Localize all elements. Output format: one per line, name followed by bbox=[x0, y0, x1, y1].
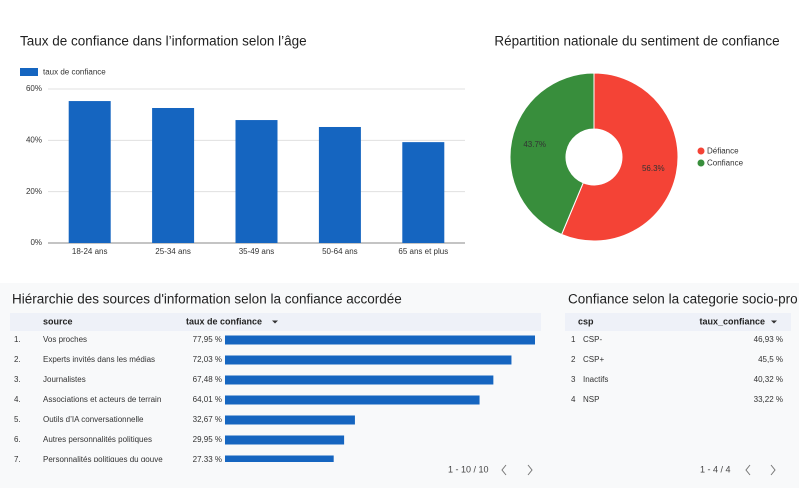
row-value: 67,48 % bbox=[193, 375, 222, 384]
table-title: Hiérarchie des sources d'information sel… bbox=[12, 292, 402, 307]
row-rank: 2 bbox=[571, 355, 576, 364]
row-value: 45,5 % bbox=[758, 355, 783, 364]
row-value: 27,33 % bbox=[193, 455, 222, 464]
row-name: Journalistes bbox=[43, 375, 86, 384]
pie-slice bbox=[509, 72, 595, 236]
row-rank: 4 bbox=[571, 395, 576, 404]
table-bar bbox=[225, 335, 535, 345]
table-bar bbox=[225, 435, 345, 445]
table-bar bbox=[225, 455, 334, 462]
table-header bbox=[565, 313, 791, 331]
x-tick-label: 65 ans et plus bbox=[398, 247, 448, 256]
row-rank: 2. bbox=[14, 355, 21, 364]
slice-label: 43.7% bbox=[523, 140, 546, 149]
slice-label: 56.3% bbox=[642, 164, 665, 173]
bar bbox=[402, 142, 445, 243]
row-name: Outils d’IA conversationnelle bbox=[43, 415, 144, 424]
table-bar bbox=[225, 415, 355, 425]
row-value: 72,03 % bbox=[193, 355, 222, 364]
row-value: 40,32 % bbox=[754, 375, 783, 384]
table-bar bbox=[225, 355, 512, 365]
legend-swatch bbox=[20, 68, 38, 76]
row-name: Autres personnalités politiques bbox=[43, 435, 152, 444]
pagination: 1 - 4 / 4 bbox=[700, 464, 731, 474]
y-tick-label: 0% bbox=[30, 238, 42, 247]
column-header[interactable]: source bbox=[43, 316, 73, 326]
table-title: Confiance selon la categorie socio-pro bbox=[568, 292, 798, 307]
legend-label: Défiance bbox=[707, 147, 739, 156]
sort-arrow bbox=[771, 320, 777, 324]
page-arrows[interactable] bbox=[501, 464, 533, 476]
legend-swatch bbox=[697, 159, 705, 167]
pie-slice bbox=[560, 72, 679, 242]
chart-title: Répartition nationale du sentiment de co… bbox=[494, 34, 779, 49]
row-name: NSP bbox=[583, 395, 599, 404]
bar bbox=[235, 120, 278, 243]
page-arrows[interactable] bbox=[745, 464, 776, 476]
row-name: Vos proches bbox=[43, 335, 87, 344]
row-rank: 7. bbox=[14, 455, 21, 464]
row-rank: 1 bbox=[571, 335, 576, 344]
column-header[interactable]: taux_confiance bbox=[699, 316, 765, 326]
row-value: 32,67 % bbox=[193, 415, 222, 424]
row-rank: 6. bbox=[14, 435, 21, 444]
x-tick-label: 50-64 ans bbox=[322, 247, 358, 256]
row-rank: 3 bbox=[571, 375, 576, 384]
row-name: CSP+ bbox=[583, 355, 604, 364]
name-column: Vos proches Experts invités dans les médi… bbox=[43, 335, 163, 464]
legend-swatch bbox=[697, 147, 705, 155]
row-name: Inactifs bbox=[583, 375, 608, 384]
row-value: 29,95 % bbox=[193, 435, 222, 444]
y-tick-label: 20% bbox=[26, 187, 42, 196]
legend-label: Confiance bbox=[707, 159, 744, 168]
sort-arrow bbox=[272, 320, 278, 324]
pagination: 1 - 10 / 10 bbox=[448, 464, 489, 474]
table-body: Vos proches Experts invités dans les médi… bbox=[14, 335, 535, 464]
x-tick-label: 18-24 ans bbox=[72, 247, 108, 256]
bar bbox=[152, 107, 195, 243]
row-rank: 4. bbox=[14, 395, 21, 404]
table-bar bbox=[225, 375, 494, 385]
row-rank: 5. bbox=[14, 415, 21, 424]
row-name: Personnalités politiques du gouve bbox=[43, 455, 163, 464]
table-bar bbox=[225, 395, 480, 405]
row-name: Experts invités dans les médias bbox=[43, 355, 155, 364]
row-rank: 3. bbox=[14, 375, 21, 384]
row-value: 77,95 % bbox=[193, 335, 222, 344]
row-value: 46,93 % bbox=[754, 335, 783, 344]
column-header[interactable]: csp bbox=[578, 316, 594, 326]
row-name: CSP- bbox=[583, 335, 602, 344]
chart-title: Taux de confiance dans l’information sel… bbox=[20, 34, 307, 49]
row-value: 64,01 % bbox=[193, 395, 222, 404]
row-rank: 1. bbox=[14, 335, 21, 344]
y-tick-label: 60% bbox=[26, 84, 42, 93]
x-tick-label: 25-34 ans bbox=[155, 247, 191, 256]
x-tick-label: 35-49 ans bbox=[239, 247, 275, 256]
legend-label: taux de confiance bbox=[43, 68, 106, 77]
bar bbox=[68, 101, 111, 244]
row-name: Associations et acteurs de terrain bbox=[43, 395, 161, 404]
row-value: 33,22 % bbox=[754, 395, 783, 404]
y-tick-label: 40% bbox=[26, 135, 42, 144]
bar bbox=[318, 126, 361, 243]
column-header[interactable]: taux de confiance bbox=[186, 316, 262, 326]
